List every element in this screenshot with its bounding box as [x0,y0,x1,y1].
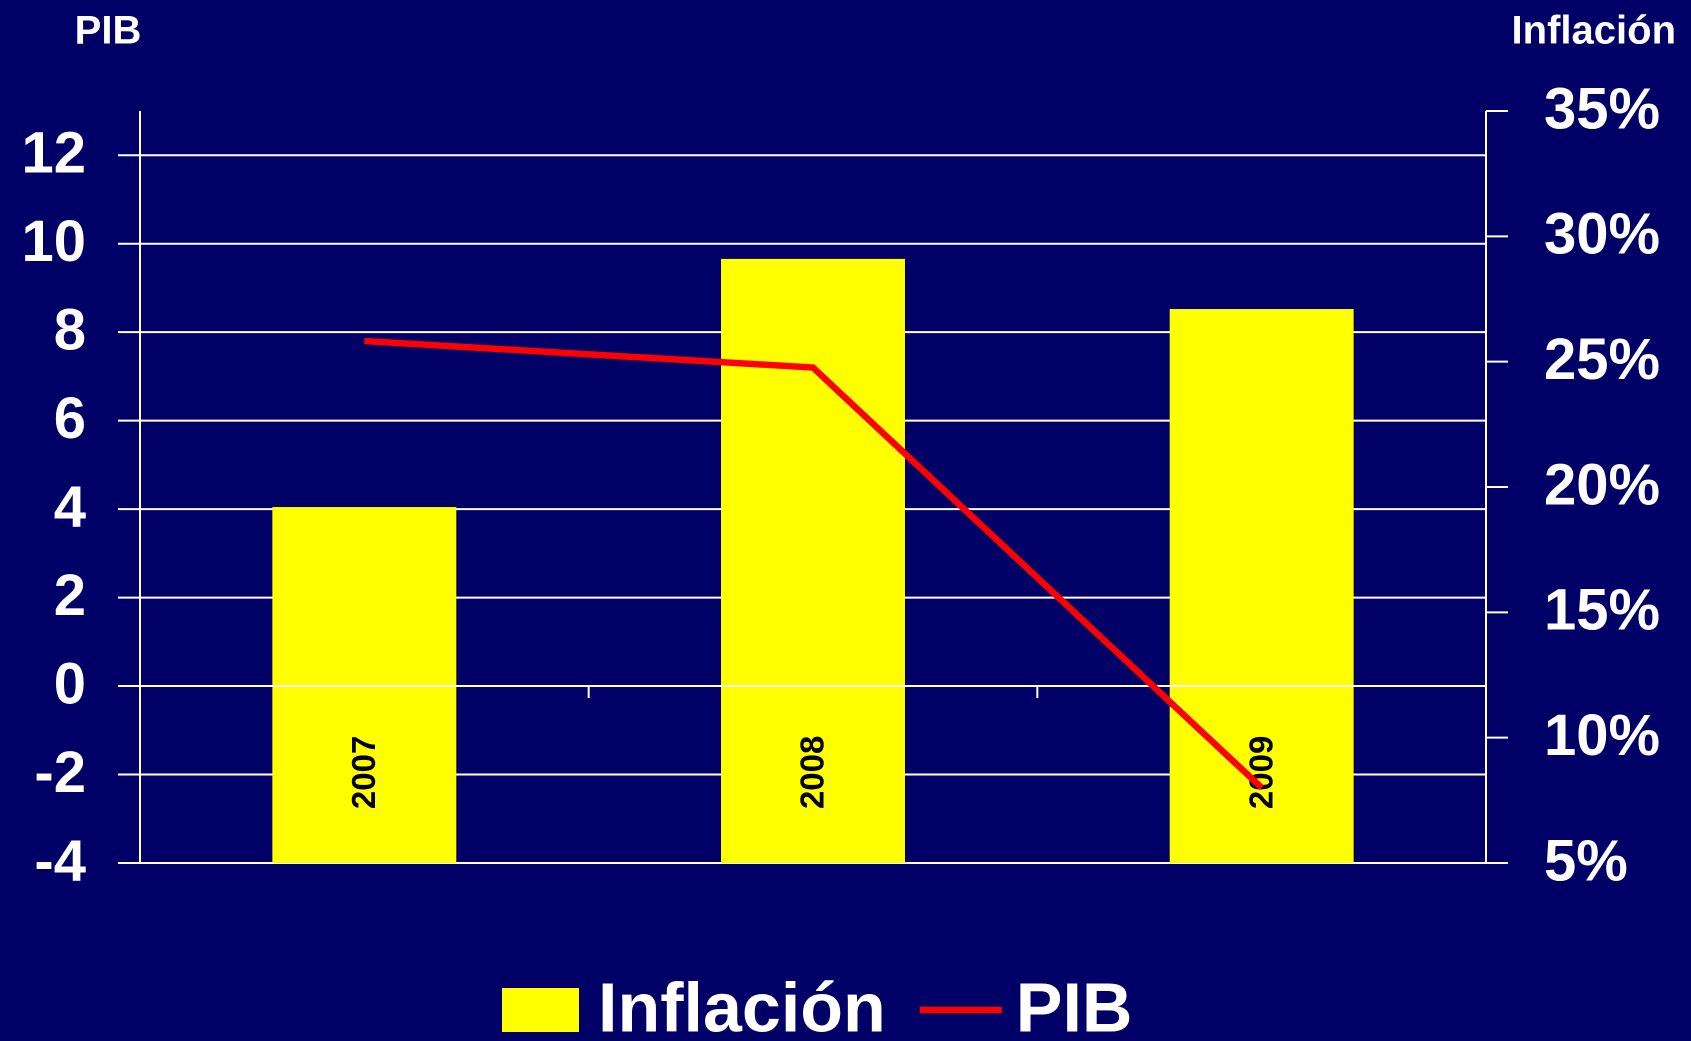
y-tick-label: 0 [54,651,86,716]
y2-tick-label: 20% [1544,452,1660,517]
y-tick-label: 6 [54,386,86,451]
y-tick-label: 10 [21,209,86,274]
line [364,337,1264,791]
bar [1169,309,1354,863]
y2-tick-label: 25% [1544,327,1660,392]
legend-label: PIB [1016,968,1133,1041]
y2-tick-label: 15% [1544,578,1660,643]
y2-axis-title: Inflación [1512,9,1676,53]
y-axis-title: PIB [75,9,142,53]
y-tick-label: 12 [21,121,86,186]
y-tick-label: 2 [54,563,86,628]
y-tick-label: 4 [54,474,86,539]
bar [272,507,457,863]
x-tick-label: 2008 [794,736,831,809]
legend-label: Inflación [598,968,886,1041]
y-tick-label: -4 [34,828,86,893]
y-tick-label: -2 [34,740,86,805]
legend-swatch [502,988,579,1032]
y2-tick-label: 30% [1544,202,1660,267]
y-tick-label: 8 [54,298,86,363]
x-tick-label: 2007 [345,736,382,809]
y2-tick-label: 5% [1544,828,1628,893]
y2-tick-label: 10% [1544,703,1660,768]
bar [721,258,905,864]
y2-tick-label: 35% [1544,76,1660,141]
